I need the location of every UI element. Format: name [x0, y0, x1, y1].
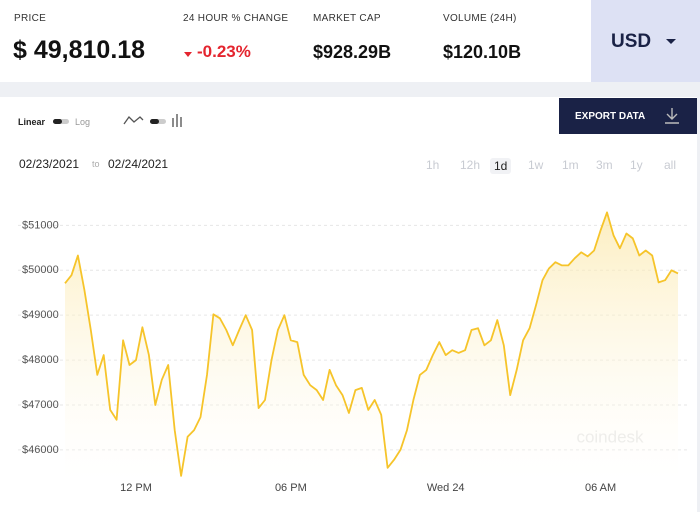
header-bar	[0, 0, 700, 82]
chart-type-toggle[interactable]	[122, 112, 187, 130]
x-tick-label: 06 PM	[275, 482, 307, 494]
x-tick-label: 06 AM	[585, 482, 616, 494]
toggle-knob	[150, 119, 159, 124]
export-button[interactable]: EXPORT DATA	[559, 98, 697, 134]
y-tick-label: $50000	[22, 264, 59, 276]
market-cap: $928.29B	[313, 42, 392, 62]
date-from[interactable]: 02/23/2021	[19, 157, 80, 171]
range-buttons: 1h 12h 1d 1w 1m 3m 1y all	[420, 158, 680, 176]
y-tick-label: $47000	[22, 399, 59, 411]
scale-toggle[interactable]	[53, 119, 69, 124]
date-to[interactable]: 02/24/2021	[108, 157, 169, 171]
range-button[interactable]: 1h	[426, 158, 440, 172]
y-tick-label: $48000	[22, 354, 59, 366]
range-button[interactable]: 1y	[630, 158, 643, 172]
change-label: 24 HOUR % CHANGE	[183, 13, 289, 24]
volume: $120.10B	[443, 42, 522, 62]
area-fill	[65, 212, 678, 480]
currency-select[interactable]: USD	[591, 0, 700, 82]
currency: USD	[611, 31, 652, 52]
range-button[interactable]: 1d	[490, 158, 512, 174]
x-tick-label: 12 PM	[120, 482, 152, 494]
bar-icon	[172, 114, 182, 127]
y-tick-label: $49000	[22, 309, 59, 321]
price: $ 49,810.18	[13, 36, 146, 64]
log-option[interactable]: Log	[75, 117, 91, 127]
down-arrow	[184, 52, 192, 57]
date-separator: to	[92, 159, 100, 169]
caret	[666, 39, 676, 44]
price-line	[64, 211, 679, 477]
chart: coindesk $46000$47000$48000$49000$50000$…	[18, 211, 690, 494]
market-cap-label: MARKET CAP	[313, 13, 381, 24]
volume-label: VOLUME (24H)	[443, 13, 517, 24]
download-icon	[665, 108, 679, 124]
price-label: PRICE	[14, 13, 47, 24]
range-button[interactable]: 12h	[460, 158, 481, 172]
change: -0.23%	[197, 42, 251, 61]
export-label: EXPORT DATA	[575, 111, 646, 122]
range-button[interactable]: 3m	[596, 158, 613, 172]
y-tick-label: $46000	[22, 444, 59, 456]
y-tick-label: $51000	[22, 219, 59, 231]
line-icon	[123, 115, 144, 125]
x-tick-label: Wed 24	[427, 482, 465, 494]
range-button[interactable]: 1w	[528, 158, 544, 172]
range-button[interactable]: all	[664, 158, 677, 172]
range-button[interactable]: 1m	[562, 158, 579, 172]
linear-option[interactable]: Linear	[18, 117, 46, 127]
